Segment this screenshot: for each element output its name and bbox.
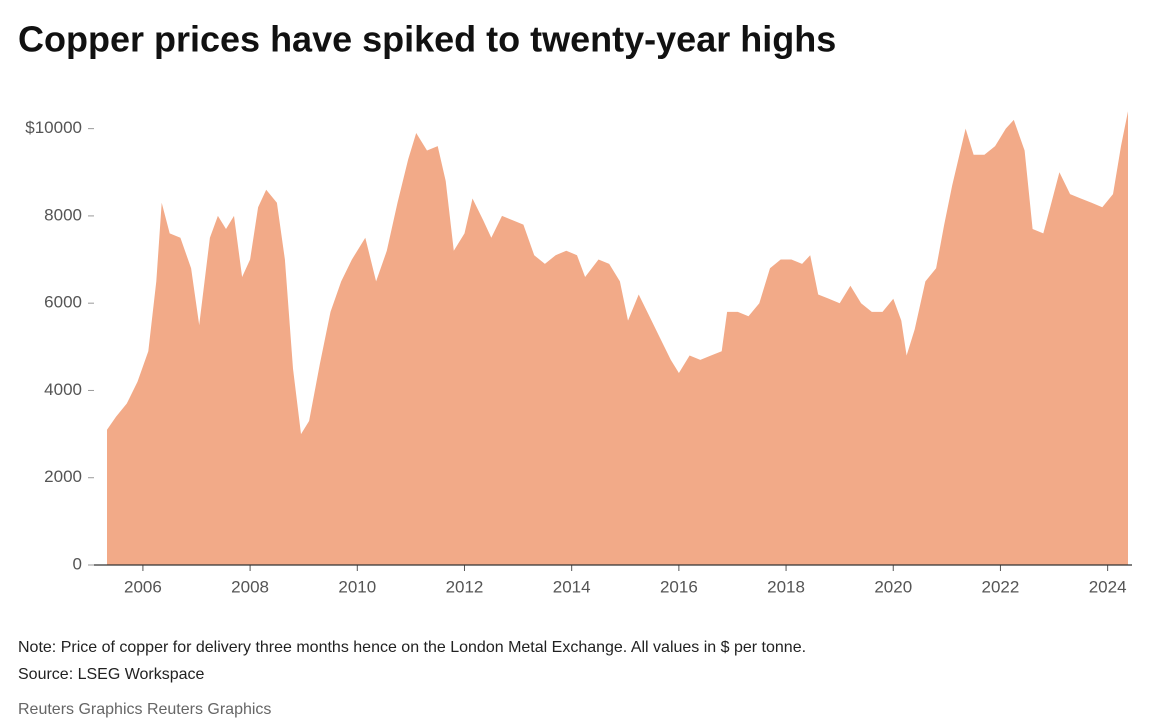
- chart-title: Copper prices have spiked to twenty-year…: [18, 19, 836, 60]
- source: Source: LSEG Workspace: [18, 666, 205, 683]
- y-tick-label: 4000: [44, 380, 82, 399]
- y-tick-label: $10000: [25, 118, 82, 137]
- x-tick-label: 2018: [767, 577, 805, 596]
- x-tick-label: 2014: [553, 577, 591, 596]
- y-tick-label: 2000: [44, 467, 82, 486]
- x-tick-label: 2012: [446, 577, 484, 596]
- x-tick-label: 2020: [874, 577, 912, 596]
- x-tick-label: 2022: [982, 577, 1020, 596]
- x-tick-label: 2016: [660, 577, 698, 596]
- credit: Reuters Graphics Reuters Graphics: [18, 701, 271, 718]
- y-tick-label: 0: [73, 554, 82, 573]
- area: [107, 111, 1128, 565]
- y-tick-label: 8000: [44, 205, 82, 224]
- x-tick-label: 2024: [1089, 577, 1127, 596]
- note: Note: Price of copper for delivery three…: [18, 639, 806, 656]
- x-tick-label: 2006: [124, 577, 162, 596]
- y-tick-label: 6000: [44, 293, 82, 312]
- x-tick-label: 2010: [338, 577, 376, 596]
- x-tick-label: 2008: [231, 577, 269, 596]
